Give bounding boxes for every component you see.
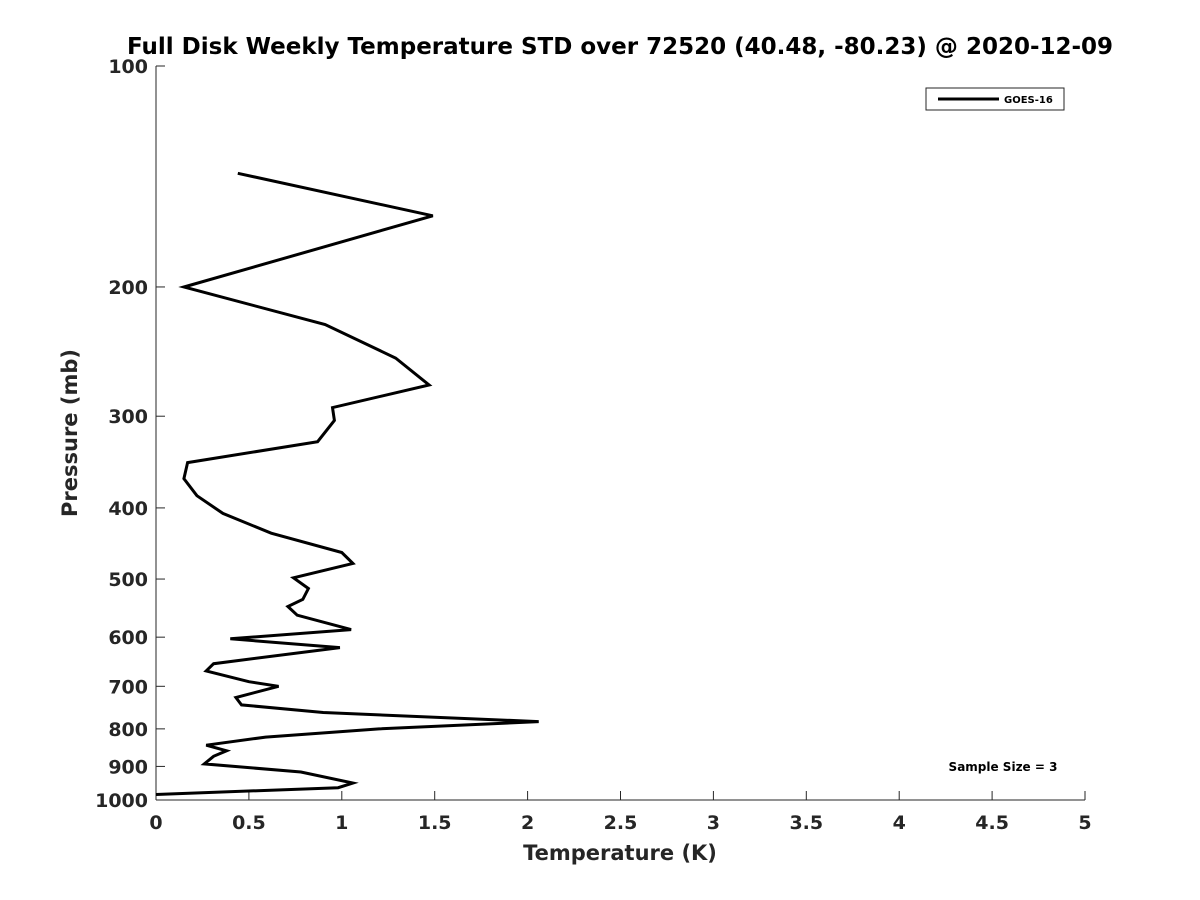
x-tick-label: 4: [893, 812, 906, 834]
y-axis-label: Pressure (mb): [58, 349, 82, 517]
x-tick-label: 2.5: [604, 812, 638, 834]
x-tick-label: 1: [335, 812, 348, 834]
y-tick-label: 400: [108, 498, 148, 520]
y-tick-label: 100: [108, 56, 148, 78]
y-tick-label: 200: [108, 277, 148, 299]
sample-size-annotation: Sample Size = 3: [949, 760, 1058, 774]
series-line-goes-16: [155, 171, 539, 796]
y-tick-label: 1000: [95, 790, 148, 812]
x-axis-ticks: 0 0.5 1 1.5 2 2.5 3 3.5 4 4.5 5: [149, 791, 1092, 834]
x-tick-label: 2: [521, 812, 534, 834]
y-tick-label: 800: [108, 719, 148, 741]
y-tick-label: 600: [108, 627, 148, 649]
x-axis-label: Temperature (K): [523, 841, 717, 865]
legend-label-goes-16: GOES-16: [1004, 95, 1053, 106]
y-tick-label: 900: [108, 756, 148, 778]
x-tick-label: 4.5: [975, 812, 1009, 834]
x-tick-label: 0: [149, 812, 162, 834]
chart-title: Full Disk Weekly Temperature STD over 72…: [127, 34, 1113, 60]
legend: GOES-16: [925, 87, 1065, 111]
y-axis-ticks: 100 200 300 400 500 600 700 800 900 1000: [95, 56, 165, 812]
x-tick-label: 3.5: [789, 812, 823, 834]
y-tick-label: 700: [108, 676, 148, 698]
x-tick-label: 1.5: [418, 812, 452, 834]
y-tick-label: 300: [108, 406, 148, 428]
x-tick-label: 5: [1078, 812, 1091, 834]
x-tick-label: 0.5: [232, 812, 266, 834]
y-tick-label: 500: [108, 569, 148, 591]
x-tick-label: 3: [707, 812, 720, 834]
